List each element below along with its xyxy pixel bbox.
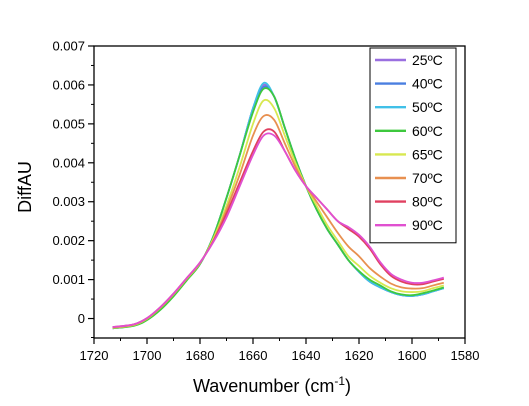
legend: 25ºC 40ºC 50ºC 60ºC 65ºC 70ºC 80ºC 90ºC <box>369 47 457 244</box>
x-tick-label: 1720 <box>80 348 109 363</box>
y-axis: 0 0.001 0.002 0.003 0.004 0.005 0.006 0.007 <box>52 39 94 338</box>
x-axis-label-main: Wavenumber (cm <box>193 376 334 396</box>
legend-label: 25ºC <box>412 52 443 68</box>
x-tick-label: 1640 <box>292 348 321 363</box>
y-tick-label: 0 <box>78 311 85 326</box>
series-line-8 <box>112 132 445 328</box>
legend-label: 60ºC <box>412 123 443 139</box>
x-tick-label: 1600 <box>398 348 427 363</box>
x-axis: 1720 1700 1680 1660 1640 1620 1600 1580 <box>80 338 480 363</box>
x-axis-label-suffix: ) <box>345 376 351 396</box>
y-tick-label: 0.007 <box>52 39 85 54</box>
legend-label: 50ºC <box>412 99 443 115</box>
x-tick-label: 1680 <box>186 348 215 363</box>
y-tick-label: 0.002 <box>52 233 85 248</box>
y-tick-label: 0.003 <box>52 194 85 209</box>
y-tick-label: 0.004 <box>52 155 85 170</box>
legend-label: 65ºC <box>412 146 443 162</box>
y-tick-label: 0.001 <box>52 272 85 287</box>
x-axis-label: Wavenumber (cm-1) <box>193 374 351 396</box>
legend-label: 70ºC <box>412 170 443 186</box>
y-axis-label: DiffAU <box>15 161 35 213</box>
x-tick-label: 1700 <box>133 348 162 363</box>
legend-label: 40ºC <box>412 76 443 92</box>
x-axis-label-superscript: -1 <box>334 374 345 388</box>
series-lines <box>112 81 445 330</box>
legend-label: 90ºC <box>412 217 443 233</box>
y-tick-label: 0.006 <box>52 77 85 92</box>
legend-label: 80ºC <box>412 194 443 210</box>
series-line-4 <box>112 87 445 330</box>
x-tick-label: 1620 <box>345 348 374 363</box>
y-tick-label: 0.005 <box>52 116 85 131</box>
x-tick-label: 1660 <box>239 348 268 363</box>
legend-box <box>369 47 457 244</box>
x-tick-label: 1580 <box>451 348 480 363</box>
